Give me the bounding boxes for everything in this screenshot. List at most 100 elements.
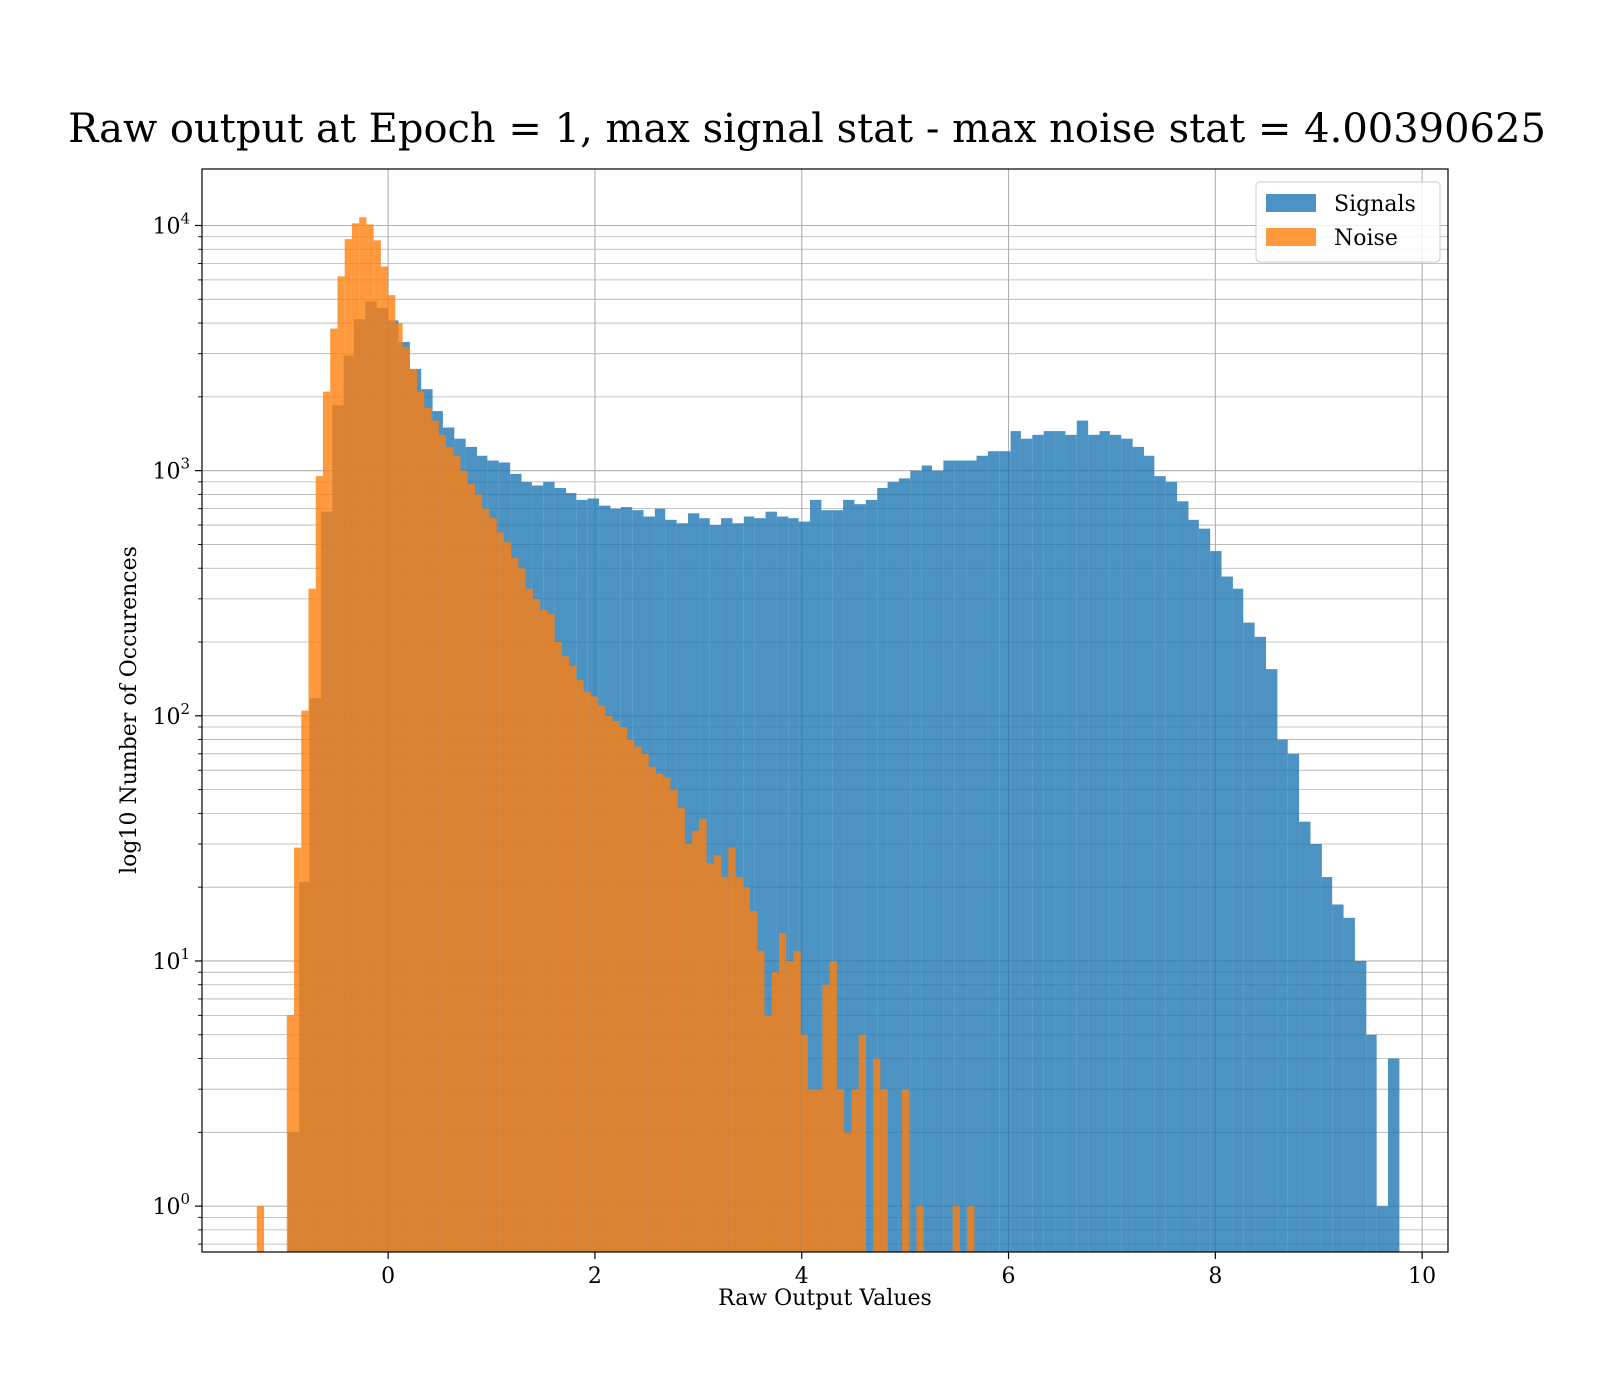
histogram-bar-noise [634,746,642,1252]
y-tick-label: 104 [152,209,190,239]
histogram-bar-noise [829,960,837,1252]
histogram-bar-noise [858,1034,866,1252]
histogram-bar-noise [294,847,302,1252]
histogram-bar-signals [987,451,1000,1252]
histogram-bar-signals [1210,551,1222,1252]
histogram-bar-noise [952,1206,960,1252]
histogram-bar-signals [887,481,899,1252]
histogram-bar-noise [902,1089,910,1252]
histogram-bar-signals [776,516,789,1252]
histogram-bar-noise [417,391,425,1252]
histogram-bar-noise [713,855,722,1252]
histogram-bar-noise [786,960,794,1252]
histogram-bar-signals [1154,476,1166,1252]
histogram-bar-noise [742,887,751,1252]
histogram-bar-noise [778,933,787,1252]
x-axis-label: Raw Output Values [718,1286,932,1311]
histogram-bar-noise [692,830,700,1252]
histogram-bar-noise [388,295,396,1253]
histogram-bar-signals [1221,576,1233,1252]
histogram-bar-noise [489,518,497,1252]
histogram-bar-noise [626,739,635,1252]
histogram-bar-noise [467,484,475,1252]
histogram-bar-noise [699,818,707,1252]
histogram-bar-signals [1088,434,1100,1252]
histogram-bar-noise [525,588,533,1252]
axis-ticks: 0 2 4 6 8 10 100 101 102 103 104 [152,209,1436,1289]
histogram-bar-noise [598,705,606,1252]
histogram-bar-signals [1388,1058,1400,1252]
histogram-bar-noise [409,368,418,1252]
histogram-bar-noise [822,984,830,1252]
histogram-bar-noise [518,568,526,1252]
histogram-bar-noise [807,1089,816,1252]
histogram-bar-noise [619,727,627,1252]
histogram-bar-signals [1287,753,1300,1252]
histogram-bar-noise [424,408,432,1252]
plot-frame [201,168,1449,1253]
histogram-bar-signals [877,487,888,1253]
y-axis-label: log10 Number of Occurences [117,546,142,874]
histogram-bar-noise [583,692,591,1252]
histogram-bar-noise [438,434,447,1252]
histogram-bar-signals [1354,960,1367,1252]
x-tick-label: 6 [1002,1264,1016,1289]
legend: Signals Noise [1255,181,1441,263]
legend-label-noise: Noise [1334,226,1398,251]
histogram-bar-signals [1177,501,1189,1253]
histogram-bar-signals [898,478,911,1253]
histogram-bar-signals [1099,431,1110,1252]
histogram-bar-noise [721,877,729,1252]
histogram-bar-noise [315,476,323,1252]
histogram-bar-signals [832,510,844,1252]
histogram-bar-noise [554,642,562,1252]
histogram-bar-signals [743,516,755,1252]
histogram-bar-signals [1343,917,1355,1252]
histogram-bar-signals [810,499,822,1252]
histogram-bar-noise [670,789,678,1252]
histogram-bar-noise [561,656,570,1252]
histogram-bar-signals [1332,904,1344,1252]
histogram-bar-signals [765,511,777,1252]
histogram-bar-noise [373,240,381,1253]
histogram-bar-signals [1243,622,1255,1252]
bars [256,217,1400,1253]
legend-swatch-noise [1266,228,1316,246]
histogram-bar-noise [482,508,490,1252]
histogram-bar-noise [496,532,504,1252]
histogram-bar-signals [1376,1206,1389,1252]
histogram-bar-noise [590,696,599,1252]
y-tick-label: 101 [152,945,190,975]
histogram-bar-noise [431,420,439,1252]
histogram-bar-noise [511,558,519,1252]
histogram-bar-signals [821,510,833,1252]
histogram-bar-noise [800,1034,808,1252]
histogram-bar-noise [735,877,743,1252]
histogram-bar-signals [1277,739,1288,1252]
histogram-bar-noise [663,777,671,1252]
histogram-bar-signals [954,460,967,1253]
histogram-bar-signals [865,499,878,1252]
x-tick-label: 8 [1208,1264,1222,1289]
histogram-bar-signals [1065,434,1077,1252]
histogram-bar-noise [851,1089,859,1252]
histogram-bar-noise [256,1206,265,1252]
histogram-bar-signals [976,455,988,1252]
histogram-bar-noise [815,1089,823,1252]
histogram-bar-signals [910,470,922,1252]
histogram-bar-noise [728,847,736,1252]
histogram-bar-noise [337,276,345,1252]
legend-label-signals: Signals [1334,192,1416,217]
histogram-bar-noise [641,753,649,1252]
histogram-bar-noise [380,266,389,1252]
histogram-bar-noise [677,808,685,1252]
histogram-bar-signals [1143,455,1155,1252]
histogram-bar-noise [359,217,367,1253]
histogram-bar-noise [706,863,714,1252]
histogram-bar-noise [916,1206,924,1252]
histogram-bar-noise [503,542,512,1252]
histogram-bar-noise [532,598,541,1252]
histogram-bar-noise [880,1089,888,1252]
histogram-bar-noise [757,950,765,1252]
